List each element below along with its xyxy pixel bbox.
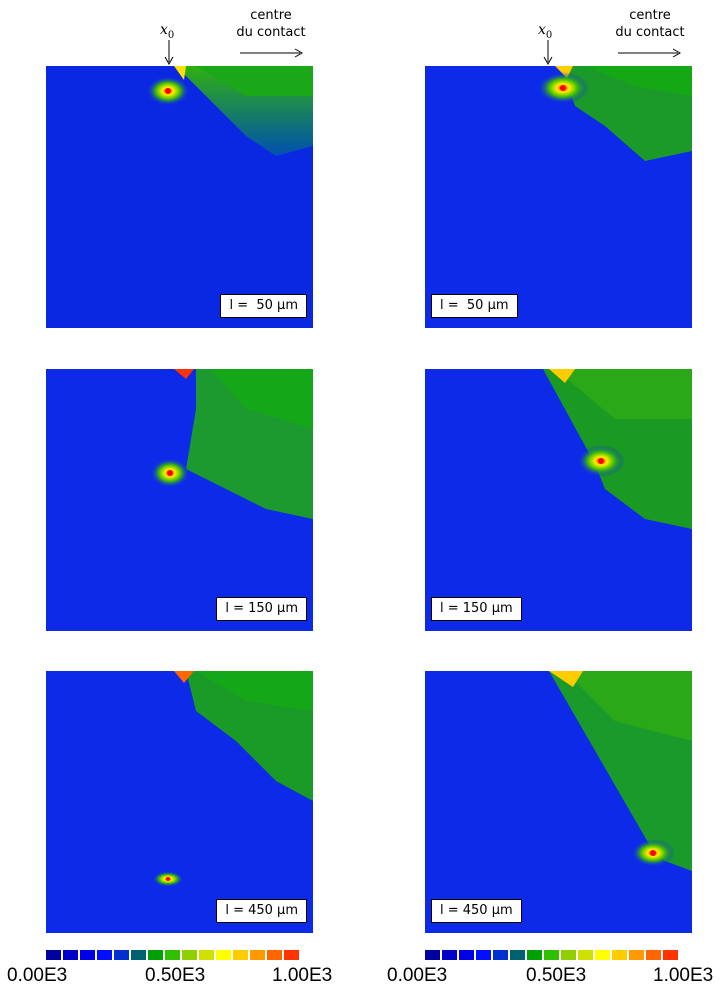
colorbar-tick-min: 0.00E3 (7, 965, 68, 986)
colorbar-swatch (425, 950, 440, 960)
colorbar-swatch (46, 950, 61, 960)
colorbar-swatch (148, 950, 163, 960)
x0-label: x0 (160, 22, 175, 41)
centre-du-contact-label: centre du contact (615, 8, 685, 40)
colorbar-swatch (199, 950, 214, 960)
colorbar-swatch (97, 950, 112, 960)
colorbar-swatch (63, 950, 78, 960)
colorbar-tick-mid: 0.50E3 (526, 965, 587, 986)
colorbar-tick-min: 0.00E3 (387, 965, 448, 986)
stress-field-panel: l = 50 μm (425, 66, 692, 328)
colorbar-swatch (182, 950, 197, 960)
down-arrow-icon (164, 40, 174, 66)
stress-field-panel: l = 450 μm (425, 671, 692, 933)
length-label: l = 50 μm (431, 294, 518, 318)
colorbar-swatch (646, 950, 661, 960)
colorbar-swatch (267, 950, 282, 960)
right-arrow-icon (618, 48, 682, 58)
colorbar-tick-max: 1.00E3 (272, 965, 333, 986)
length-label: l = 150 μm (216, 597, 307, 621)
length-label: l = 50 μm (220, 294, 307, 318)
colorbar-swatch (527, 950, 542, 960)
length-label: l = 150 μm (431, 597, 522, 621)
colorbar-swatch (165, 950, 180, 960)
length-label: l = 450 μm (431, 899, 522, 923)
colorbar-swatch (476, 950, 491, 960)
colorbar-swatch (493, 950, 508, 960)
right-arrow-icon (240, 48, 304, 58)
colorbar-swatch (131, 950, 146, 960)
colorbar-swatch (663, 950, 678, 960)
colorbar-swatch (442, 950, 457, 960)
colorbar-tick-max: 1.00E3 (653, 965, 714, 986)
colorbar-swatch (510, 950, 525, 960)
stress-field-panel: l = 50 μm (46, 66, 313, 328)
stress-field-panel: l = 150 μm (46, 369, 313, 631)
colorbar-swatch (216, 950, 231, 960)
stress-field-panel: l = 150 μm (425, 369, 692, 631)
colorbar-swatch (114, 950, 129, 960)
colorbar-tick-mid: 0.50E3 (145, 965, 206, 986)
colorbar-swatch (595, 950, 610, 960)
colorbar-swatch (80, 950, 95, 960)
colorbar-swatch (250, 950, 265, 960)
colorbar (46, 950, 299, 960)
colorbar-swatch (459, 950, 474, 960)
stress-field-panel: l = 450 μm (46, 671, 313, 933)
colorbar-swatch (544, 950, 559, 960)
colorbar (425, 950, 678, 960)
colorbar-swatch (561, 950, 576, 960)
length-label: l = 450 μm (216, 899, 307, 923)
colorbar-swatch (612, 950, 627, 960)
x0-label: x0 (538, 22, 553, 41)
down-arrow-icon (543, 40, 553, 66)
colorbar-swatch (578, 950, 593, 960)
colorbar-swatch (629, 950, 644, 960)
colorbar-swatch (284, 950, 299, 960)
colorbar-swatch (233, 950, 248, 960)
centre-du-contact-label: centre du contact (236, 8, 306, 40)
